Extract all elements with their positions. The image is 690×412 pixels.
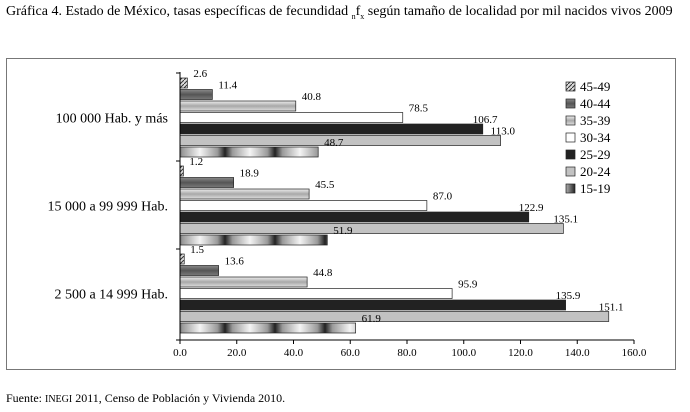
bar-15-19-2 <box>179 322 356 334</box>
bar-45-49-2 <box>179 253 185 265</box>
source-prefix: Fuente: <box>6 391 45 405</box>
value-label-25-29-0: 106.7 <box>473 114 498 126</box>
bar-40-44-2 <box>179 265 219 276</box>
value-label-45-49-1: 1.2 <box>189 156 203 168</box>
source-suffix: 2011, Censo de Población y Vivienda 2010… <box>72 391 286 405</box>
bar-20-24-2 <box>179 311 610 322</box>
value-label-20-24-0: 113.0 <box>491 126 516 138</box>
x-tick-label-7: 140.0 <box>565 347 590 359</box>
category-label-1: 15 000 a 99 999 Hab. <box>47 200 168 215</box>
legend-swatch-35-39 <box>565 115 576 126</box>
legend-swatch-45-49 <box>565 81 576 92</box>
value-label-20-24-1: 135.1 <box>553 214 578 226</box>
bar-30-34-1 <box>179 200 428 211</box>
legend-label-30-34: 30-34 <box>580 130 611 145</box>
value-label-30-34-2: 95.9 <box>458 279 478 291</box>
bar-30-34-2 <box>179 288 453 299</box>
source-note: Fuente: INEGI 2011, Censo de Población y… <box>6 391 285 406</box>
category-label-2: 2 500 a 14 999 Hab. <box>54 288 168 303</box>
legend-label-15-19: 15-19 <box>580 181 610 196</box>
bars-group <box>179 77 610 334</box>
value-label-15-19-0: 48.7 <box>324 137 344 149</box>
x-tick-label-2: 40.0 <box>284 347 304 359</box>
legend: 45-49 40-44 35-39 30-34 25-29 20-24 15-19 <box>565 79 611 196</box>
x-axis: 0.0 20.0 40.0 60.0 80.0 100.0 120.0 140.0 160.0 <box>173 72 647 359</box>
title-suffix: según tamaño de localidad por mil nacido… <box>364 4 673 19</box>
value-label-25-29-1: 122.9 <box>519 202 544 214</box>
legend-swatch-20-24 <box>565 166 576 177</box>
x-tick-label-6: 120.0 <box>508 347 533 359</box>
source-org: INEGI <box>45 394 73 405</box>
x-tick-label-8: 160.0 <box>622 347 647 359</box>
value-label-15-19-2: 61.9 <box>362 313 382 325</box>
legend-label-20-24: 20-24 <box>580 164 611 179</box>
category-label-0: 100 000 Hab. y más <box>56 112 168 127</box>
bar-35-39-1 <box>179 188 310 200</box>
value-label-40-44-0: 11.4 <box>218 80 237 92</box>
value-label-30-34-0: 78.5 <box>409 103 429 115</box>
x-tick-label-4: 80.0 <box>397 347 417 359</box>
bar-40-44-1 <box>179 177 234 188</box>
legend-label-35-39: 35-39 <box>580 113 610 128</box>
value-label-25-29-2: 135.9 <box>556 290 581 302</box>
value-label-40-44-1: 18.9 <box>240 168 260 180</box>
bar-45-49-0 <box>179 77 188 89</box>
x-tick-label-5: 100.0 <box>451 347 476 359</box>
value-label-45-49-2: 1.5 <box>190 244 204 256</box>
legend-swatch-25-29 <box>565 149 576 160</box>
x-tick-label-1: 20.0 <box>227 347 247 359</box>
title-sub-n: n <box>351 11 356 21</box>
legend-label-40-44: 40-44 <box>580 96 611 111</box>
legend-swatch-15-19 <box>565 183 576 194</box>
value-label-35-39-2: 44.8 <box>313 267 333 279</box>
bar-35-39-2 <box>179 276 308 288</box>
chart-title: Gráfica 4. Estado de México, tasas espec… <box>6 3 686 25</box>
x-tick-label-3: 60.0 <box>341 347 361 359</box>
value-label-15-19-1: 51.9 <box>333 225 353 237</box>
value-label-35-39-0: 40.8 <box>302 91 322 103</box>
x-tick-label-0: 0.0 <box>173 347 187 359</box>
title-sub-x: x <box>360 11 365 21</box>
bar-30-34-0 <box>179 112 404 123</box>
value-label-40-44-2: 13.6 <box>225 256 245 268</box>
title-prefix: Gráfica 4. Estado de México, tasas espec… <box>6 4 352 19</box>
legend-swatch-30-34 <box>565 132 576 143</box>
bar-25-29-2 <box>179 299 566 311</box>
bar-25-29-0 <box>179 123 484 135</box>
bar-20-24-1 <box>179 223 564 234</box>
title-f: f <box>355 4 361 19</box>
bar-45-49-1 <box>179 165 184 177</box>
value-label-30-34-1: 87.0 <box>433 191 453 203</box>
value-label-35-39-1: 45.5 <box>315 179 335 191</box>
bar-35-39-0 <box>179 100 297 112</box>
bar-25-29-1 <box>179 211 530 223</box>
legend-swatch-40-44 <box>565 98 576 109</box>
value-label-45-49-0: 2.6 <box>193 68 207 80</box>
bar-40-44-0 <box>179 89 213 100</box>
category-labels: 100 000 Hab. y más 15 000 a 99 999 Hab. 2 … <box>47 112 168 303</box>
legend-label-45-49: 45-49 <box>580 79 610 94</box>
chart-panel <box>6 58 676 370</box>
legend-label-25-29: 25-29 <box>580 147 610 162</box>
value-label-20-24-2: 151.1 <box>599 302 624 314</box>
